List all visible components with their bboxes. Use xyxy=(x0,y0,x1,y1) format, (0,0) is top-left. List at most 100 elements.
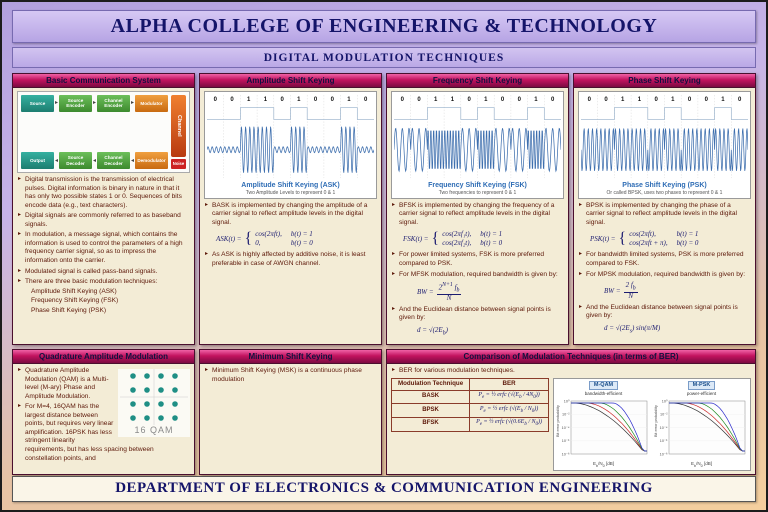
panel-comparison-body: BER for various modulation techniques. M… xyxy=(387,364,755,474)
svg-text:0: 0 xyxy=(214,96,218,103)
ber-table-row-bask: BASK Pe = ½ erfc (√(Eb / 4N0)) xyxy=(390,389,549,405)
svg-text:10⁻⁶: 10⁻⁶ xyxy=(660,439,668,443)
svg-text:0: 0 xyxy=(417,96,421,103)
brace-icon xyxy=(245,232,253,246)
arrow-right-icon xyxy=(93,100,96,106)
psk-bw-item: BW = 2 fb N xyxy=(586,281,751,301)
svg-text:0: 0 xyxy=(654,96,658,103)
bullet-item: There are three basic modulation techniq… xyxy=(18,278,190,315)
formula-cases: cos(2πft), b(t) = 1 0, b(t) = 0 xyxy=(255,230,312,248)
case-expression: cos(2πf₁t), xyxy=(442,230,472,239)
bullet-item: And the Euclidean distance between signa… xyxy=(579,304,751,321)
bullet-item: For power limited systems, FSK is more p… xyxy=(392,251,564,268)
svg-text:0: 0 xyxy=(738,96,742,103)
panel-qam: Quadrature Amplitude Modulation 16 QAM Q… xyxy=(12,348,195,476)
mpsk-ber-curves: 10⁰ 10⁻² 10⁻⁴ 10⁻⁶ 10⁻⁸ xyxy=(660,399,746,456)
fraction-denominator: N xyxy=(628,291,633,300)
plot-mqam: M-QAM bandwidth-efficient Bit error prob… xyxy=(556,380,651,469)
fsk-wave-title: Frequency Shift Keying (FSK) xyxy=(428,181,527,189)
college-title-banner: ALPHA COLLEGE OF ENGINEERING & TECHNOLOG… xyxy=(12,10,756,44)
fsk-distance-item: d = √(2Eb) xyxy=(399,325,564,339)
arrow-left-icon xyxy=(93,158,96,164)
plot-mpsk: M-PSK power-efficient Bit error probabil… xyxy=(654,380,749,469)
psk-waveform: 0 0 1 1 0 1 0 0 1 0 xyxy=(581,94,748,178)
svg-text:0: 0 xyxy=(364,96,368,103)
bullet-item: For M=4, 16QAM has the largest distance … xyxy=(18,403,190,463)
svg-text:0: 0 xyxy=(604,96,608,103)
svg-text:10⁻⁴: 10⁻⁴ xyxy=(660,425,668,429)
diagram-box-noise: Noise xyxy=(171,158,186,169)
svg-text:0: 0 xyxy=(467,96,471,103)
modulation-name: BASK xyxy=(390,389,471,405)
svg-text:10⁰: 10⁰ xyxy=(564,399,570,403)
ask-formula-item: ASK(t) = cos(2πft), b(t) = 1 0, b(t) = 0 xyxy=(212,229,377,249)
brace-icon xyxy=(619,232,627,246)
case-expression: cos(2πft + π), xyxy=(629,239,668,248)
formula-cases: cos(2πft), b(t) = 1 cos(2πft + π), b(t) = … xyxy=(629,230,698,248)
psk-distance-formula: d = √(2Es) sin(π/M) xyxy=(604,324,660,336)
panel-fsk-header: Frequency Shift Keying xyxy=(387,73,568,88)
svg-text:1: 1 xyxy=(534,96,538,103)
svg-text:1: 1 xyxy=(671,96,675,103)
case-expression: 0, xyxy=(255,239,261,248)
psk-formula-item: PSK(t) = cos(2πft), b(t) = 1 cos(2πft + π… xyxy=(586,229,751,249)
fsk-bw-item: BW = 2N+1 fb N xyxy=(399,281,564,304)
plot-y-axis-label: Bit error probability xyxy=(654,404,658,437)
bullet-item: BASK is implemented by changing the ampl… xyxy=(205,202,377,228)
svg-text:10⁻⁸: 10⁻⁸ xyxy=(660,452,668,456)
svg-text:1: 1 xyxy=(297,96,301,103)
case-condition: b(t) = 1 xyxy=(676,230,699,239)
diagram-box-channel: Channel xyxy=(171,94,186,157)
case-expression: cos(2πft), xyxy=(255,230,282,239)
svg-text:0: 0 xyxy=(331,96,335,103)
formula-lhs: FSK(t) = xyxy=(403,234,429,243)
panel-msk-header: Minimum Shift Keying xyxy=(200,349,381,364)
ber-table: Modulation Technique BER BASK Pe = ½ erf… xyxy=(390,377,549,432)
panel-basic-header: Basic Communication System xyxy=(13,73,194,88)
plot-x-axis-label: Eb/N0 [dB] xyxy=(593,460,614,468)
ber-table-row-bpsk: BPSK Pe = ½ erfc (√(Eb / N0)) xyxy=(390,403,549,418)
diagram-rows: Source Source Encoder Channel Encoder Mo… xyxy=(21,94,168,169)
fsk-distance-formula: d = √(2Eb) xyxy=(417,326,448,338)
bullet-item: Modulated signal is called pass-band sig… xyxy=(18,268,190,277)
svg-text:10⁻²: 10⁻² xyxy=(562,412,570,416)
mqam-ber-curves: 10⁰ 10⁻² 10⁻⁴ 10⁻⁶ 10⁻⁸ xyxy=(562,399,648,456)
arrow-right-icon xyxy=(55,100,58,106)
svg-text:0: 0 xyxy=(314,96,318,103)
svg-text:0: 0 xyxy=(401,96,405,103)
bullet-item: For MPSK modulation, required bandwidth … xyxy=(579,271,751,280)
psk-formula: PSK(t) = cos(2πft), b(t) = 1 cos(2πft + π… xyxy=(590,230,698,248)
bullet-item: BPSK is implemented by changing the phas… xyxy=(579,202,751,228)
svg-text:0: 0 xyxy=(518,96,522,103)
diagram-box-demodulator: Demodulator xyxy=(135,152,168,169)
bullet-item: For bandwidth limited systems, PSK is mo… xyxy=(579,251,751,268)
svg-text:1: 1 xyxy=(347,96,351,103)
formula-text: d = √(2Es) sin(π/M) xyxy=(604,323,661,335)
poster-subtitle-banner: DIGITAL MODULATION TECHNIQUES xyxy=(12,47,756,68)
psk-distance-item: d = √(2Es) sin(π/M) xyxy=(586,323,751,337)
msk-bullet-list: Minimum Shift Keying (MSK) is a continuo… xyxy=(204,367,377,384)
fraction-denominator: N xyxy=(446,294,452,303)
panel-msk-body: Minimum Shift Keying (MSK) is a continuo… xyxy=(200,364,381,474)
fraction: 2 fb N xyxy=(623,281,638,300)
bullet-item: And the Euclidean distance between signa… xyxy=(392,306,564,323)
bullet-item: BER for various modulation techniques. xyxy=(392,367,751,376)
ber-table-row-bfsk: BFSK Pe = ½ erfc (√(0.6Eb / N0)) xyxy=(390,416,549,432)
case-condition: b(t) = 0 xyxy=(290,239,313,248)
svg-text:1: 1 xyxy=(484,96,488,103)
ber-formula: Pe = ½ erfc (√(Eb / N0)) xyxy=(469,403,549,418)
case-condition: b(t) = 1 xyxy=(480,230,503,239)
modulation-name: BFSK xyxy=(390,416,471,432)
ber-formula: Pe = ½ erfc (√(Eb / 4N0)) xyxy=(469,389,549,405)
ask-bullet-list: BASK is implemented by changing the ampl… xyxy=(204,202,377,269)
fraction-numerator: 2 fb xyxy=(623,281,638,293)
panel-psk-body: 0 0 1 1 0 1 0 0 1 0 Phase Shift Keying (PSK) Or c… xyxy=(574,88,755,344)
fsk-waveform: 0 0 1 1 0 1 0 0 1 0 xyxy=(394,94,561,178)
panel-qam-body: 16 QAM Quadrature Amplitude Modulation (… xyxy=(13,364,194,474)
ask-formula: ASK(t) = cos(2πft), b(t) = 1 0, b(t) = 0 xyxy=(216,230,313,248)
diagram-box-source-encoder: Source Encoder xyxy=(59,94,92,112)
formula-lhs: BW = xyxy=(417,287,434,296)
bullet-item: Digital signals are commonly referred to… xyxy=(18,212,190,229)
fsk-formula-item: FSK(t) = cos(2πf₁t), b(t) = 1 cos(2πf₂t),… xyxy=(399,229,564,249)
